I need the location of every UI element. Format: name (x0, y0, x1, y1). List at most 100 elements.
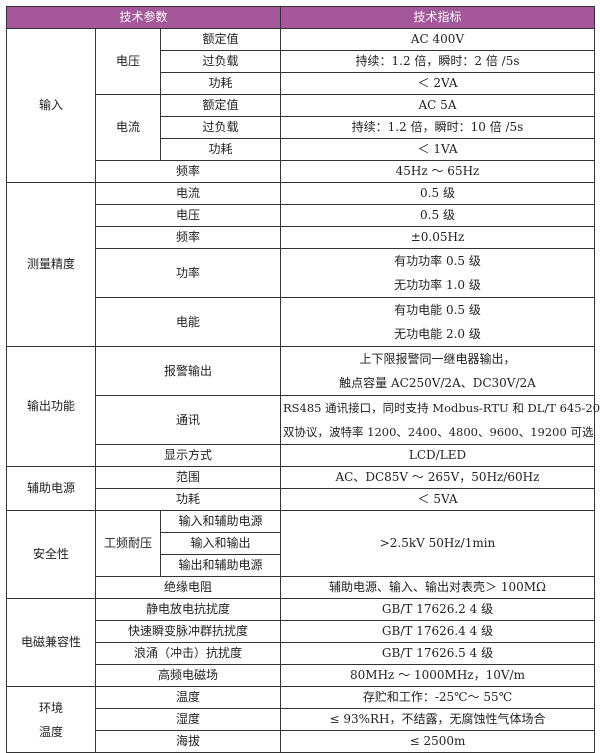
param-label: 功率 (95, 248, 281, 298)
table-row: 快速瞬变脉冲群抗扰度 GB/T 17626.4 4 级 (7, 620, 595, 643)
table-row: 测量精度 电流 0.5 级 (6, 182, 595, 347)
value-line: RS485 通讯接口，同时支持 Modbus-RTU 和 DL/T 645-20… (283, 401, 600, 415)
param-label: 输入和输出 (160, 532, 281, 555)
section-input: 输入 (6, 28, 96, 183)
header-row: 技术参数 技术指标 (6, 6, 595, 29)
section-aux: 辅助电源 (6, 466, 96, 511)
table-row: 输入和输出 (7, 532, 595, 555)
value-line: 双协议，波特率 1200、2400、4800、9600、19200 可选 (283, 425, 594, 439)
param-label: 绝缘电阻 (95, 576, 281, 599)
table-row: 频率 45Hz ～ 65Hz (7, 160, 595, 183)
param-value: 45Hz ～ 65Hz (280, 160, 595, 183)
value-line: 无功功率 1.0 级 (394, 278, 481, 292)
param-label: 静电放电抗扰度 (95, 598, 281, 621)
table-row: 电能 有功电能 0.5 级无功电能 2.0 级 (7, 297, 595, 347)
table-row: 环境 温度 温度 存贮和工作：-25℃～ 55℃ (6, 686, 595, 753)
table-row: 频率 ±0.05Hz (7, 226, 595, 249)
param-value: 0.5 级 (280, 204, 595, 227)
param-value: ＜ 1VA (280, 138, 595, 161)
param-label: 范围 (95, 466, 281, 489)
param-value: AC、DC85V ～ 265V，50Hz/60Hz (280, 466, 595, 489)
section-label-line: 温度 (38, 724, 63, 739)
section-label-line: 环境 (38, 700, 63, 715)
spec-table: 技术参数 技术指标 输入 电压 额定值 AC 400V 过负载 持续：1.2 倍… (6, 6, 600, 753)
table-row: 输出和辅助电源 (7, 554, 595, 577)
section-safety: 安全性 (6, 510, 96, 599)
param-label: 功耗 (95, 488, 281, 511)
header-spec: 技术指标 (280, 6, 595, 29)
param-label: 电能 (95, 297, 281, 347)
param-label: 输入和辅助电源 (160, 510, 281, 533)
param-value: GB/T 17626.2 4 级 (280, 598, 595, 621)
param-value: GB/T 17626.5 4 级 (280, 642, 595, 665)
param-value: AC 400V (280, 28, 595, 51)
param-value: ＜ 2VA (280, 72, 595, 95)
param-label: 显示方式 (95, 444, 281, 467)
param-value: ＜ 5VA (280, 488, 595, 511)
param-label: 通讯 (95, 395, 281, 445)
param-value: RS485 通讯接口，同时支持 Modbus-RTU 和 DL/T 645-20… (280, 395, 600, 445)
header-param: 技术参数 (6, 6, 281, 29)
table-row: 湿度 ≤ 93%RH，不结露，无腐蚀性气体场合 (7, 708, 595, 731)
param-label: 功耗 (160, 138, 281, 161)
table-row: 绝缘电阻 辅助电源、输入、输出对表壳＞ 100MΩ (7, 576, 595, 599)
param-label: 输出和辅助电源 (160, 554, 281, 577)
param-label: 浪涌（冲击）抗扰度 (95, 642, 281, 665)
param-label: 报警输出 (95, 346, 281, 396)
param-value: ≤ 93%RH，不结露，无腐蚀性气体场合 (280, 708, 595, 731)
param-value: 有功电能 0.5 级无功电能 2.0 级 (280, 297, 595, 347)
section-output: 输出功能 (6, 346, 96, 467)
value-line: 有功电能 0.5 级 (394, 303, 481, 317)
param-label: 电压 (95, 204, 281, 227)
param-label: 过负载 (160, 50, 281, 73)
param-label: 高频电磁场 (95, 664, 281, 687)
param-label: 频率 (95, 226, 281, 249)
param-label: 海拔 (95, 730, 281, 753)
table-row: 电磁兼容性 静电放电抗扰度 GB/T 17626.2 4 级 (6, 598, 595, 687)
table-row: 海拔 ≤ 2500m (7, 730, 595, 753)
param-label: 过负载 (160, 116, 281, 139)
section-emc: 电磁兼容性 (6, 598, 96, 687)
param-value: 0.5 级 (280, 182, 595, 205)
param-label: 额定值 (160, 94, 281, 117)
table-row: 功耗 ＜ 5VA (7, 488, 595, 511)
param-value: >2.5kV 50Hz/1min (280, 510, 595, 577)
value-line: 无功电能 2.0 级 (394, 327, 481, 341)
table-row: 输入 电压 额定值 AC 400V (6, 28, 595, 183)
param-value: AC 5A (280, 94, 595, 117)
table-row: 安全性 工频耐压 输入和辅助电源 >2.5kV 50Hz/1min (6, 510, 595, 599)
param-value: LCD/LED (280, 444, 595, 467)
param-value: 持续：1.2 倍，瞬时：10 倍 /5s (280, 116, 595, 139)
table-row: 电压 0.5 级 (7, 204, 595, 227)
param-value: 上下限报警同一继电器输出， 触点容量 AC250V/2A、DC30V/2A (280, 346, 595, 396)
param-value: ≤ 2500m (280, 730, 595, 753)
param-value: 有功功率 0.5 级无功功率 1.0 级 (280, 248, 595, 298)
table-row: 电流 额定值 AC 5A (7, 94, 595, 161)
value-line: 上下限报警同一继电器输出， (359, 352, 516, 366)
param-value: ±0.05Hz (280, 226, 595, 249)
table-row: 辅助电源 范围 AC、DC85V ～ 265V，50Hz/60Hz (6, 466, 595, 511)
table-row: 输出功能 报警输出 上下限报警同一继电器输出， 触点容量 AC250V/2A、DC… (6, 346, 595, 467)
param-label: 电流 (95, 182, 281, 205)
value-line: 有功功率 0.5 级 (394, 254, 481, 268)
param-value: 存贮和工作：-25℃～ 55℃ (280, 686, 595, 709)
section-accuracy: 测量精度 (6, 182, 96, 347)
param-label: 功耗 (160, 72, 281, 95)
table-row: 通讯 RS485 通讯接口，同时支持 Modbus-RTU 和 DL/T 645… (7, 395, 600, 445)
value-line: 触点容量 AC250V/2A、DC30V/2A (339, 376, 536, 390)
param-label: 温度 (95, 686, 281, 709)
param-label: 额定值 (160, 28, 281, 51)
param-value: 辅助电源、输入、输出对表壳＞ 100MΩ (280, 576, 595, 599)
table-row: 高频电磁场 80MHz ～ 1000MHz，10V/m (7, 664, 595, 687)
param-value: 持续：1.2 倍，瞬时：2 倍 /5s (280, 50, 595, 73)
table-row: 浪涌（冲击）抗扰度 GB/T 17626.5 4 级 (7, 642, 595, 665)
param-value: 80MHz ～ 1000MHz，10V/m (280, 664, 595, 687)
table-row: 功率 有功功率 0.5 级无功功率 1.0 级 (7, 248, 595, 298)
table-row: 过负载 持续：1.2 倍，瞬时：10 倍 /5s (7, 116, 595, 139)
param-label: 湿度 (95, 708, 281, 731)
table-row: 显示方式 LCD/LED (7, 444, 595, 467)
param-label: 快速瞬变脉冲群抗扰度 (95, 620, 281, 643)
param-value: GB/T 17626.4 4 级 (280, 620, 595, 643)
group-withstand: 工频耐压 (95, 510, 161, 577)
group-current: 电流 (95, 94, 161, 161)
